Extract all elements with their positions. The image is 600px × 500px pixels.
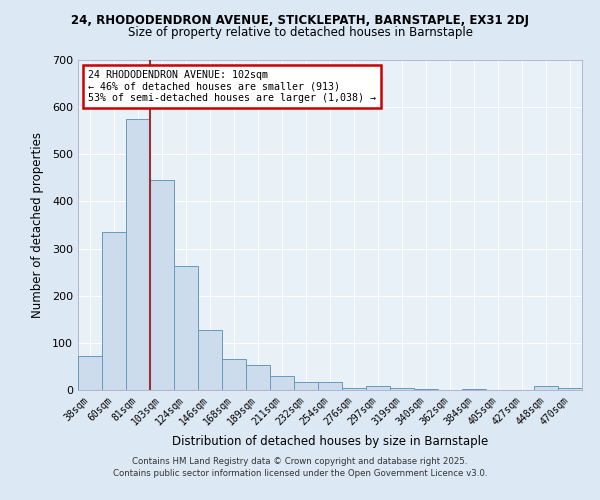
- Bar: [150, 180, 174, 390]
- Text: 24 RHODODENDRON AVENUE: 102sqm
← 46% of detached houses are smaller (913)
53% of: 24 RHODODENDRON AVENUE: 102sqm ← 46% of …: [88, 70, 376, 103]
- Bar: [270, 376, 294, 390]
- Y-axis label: Number of detached properties: Number of detached properties: [31, 132, 44, 318]
- Text: Contains public sector information licensed under the Open Government Licence v3: Contains public sector information licen…: [113, 469, 487, 478]
- Text: Size of property relative to detached houses in Barnstaple: Size of property relative to detached ho…: [128, 26, 473, 39]
- Bar: [558, 388, 582, 390]
- Bar: [534, 386, 558, 390]
- Bar: [294, 382, 318, 390]
- Bar: [246, 365, 270, 390]
- Text: 24, RHODODENDRON AVENUE, STICKLEPATH, BARNSTAPLE, EX31 2DJ: 24, RHODODENDRON AVENUE, STICKLEPATH, BA…: [71, 14, 529, 27]
- Bar: [126, 119, 150, 390]
- Bar: [318, 382, 342, 390]
- Bar: [462, 389, 486, 390]
- Bar: [414, 388, 438, 390]
- Bar: [390, 388, 414, 390]
- Bar: [342, 388, 366, 390]
- Bar: [174, 266, 198, 390]
- Bar: [366, 386, 390, 390]
- Bar: [198, 330, 222, 390]
- X-axis label: Distribution of detached houses by size in Barnstaple: Distribution of detached houses by size …: [172, 435, 488, 448]
- Bar: [102, 232, 126, 390]
- Bar: [78, 356, 102, 390]
- Text: Contains HM Land Registry data © Crown copyright and database right 2025.: Contains HM Land Registry data © Crown c…: [132, 458, 468, 466]
- Bar: [222, 360, 246, 390]
